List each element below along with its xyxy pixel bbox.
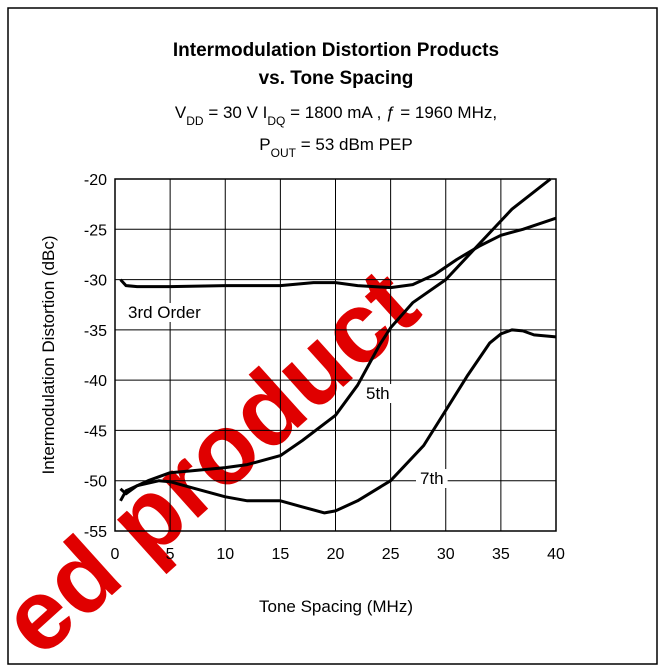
x-tick-label: 5 xyxy=(166,546,175,563)
chart-title: vs. Tone Spacing xyxy=(259,68,414,89)
page: ed product Intermodulation Distortion Pr… xyxy=(0,0,665,671)
x-tick-label: 40 xyxy=(547,546,565,563)
chart: ed product Intermodulation Distortion Pr… xyxy=(0,0,665,671)
series-label: 7th xyxy=(420,469,444,488)
y-tick-label: -35 xyxy=(84,323,107,340)
y-tick-label: -45 xyxy=(84,423,107,440)
x-tick-label: 15 xyxy=(271,546,289,563)
subtitle-text: V xyxy=(175,103,187,122)
series-label: 5th xyxy=(366,384,390,403)
x-tick-label: 0 xyxy=(111,546,120,563)
x-tick-label: 35 xyxy=(492,546,510,563)
y-tick-label: -55 xyxy=(84,524,107,541)
subscript: DD xyxy=(186,114,204,128)
x-tick-label: 30 xyxy=(437,546,455,563)
subtitle-text: P xyxy=(259,135,270,154)
subscript: DQ xyxy=(267,114,285,128)
subscript: OUT xyxy=(271,146,297,160)
subtitle-text: = 53 dBm PEP xyxy=(296,135,413,154)
x-tick-label: 20 xyxy=(327,546,345,563)
subtitle-text: = 30 V I xyxy=(204,103,268,122)
x-tick-label: 10 xyxy=(216,546,234,563)
y-tick-label: -30 xyxy=(84,273,107,290)
x-tick-label: 25 xyxy=(382,546,400,563)
series-label: 3rd Order xyxy=(128,303,201,322)
chart-title: Intermodulation Distortion Products xyxy=(173,40,499,61)
y-tick-label: -20 xyxy=(84,172,107,189)
y-tick-label: -25 xyxy=(84,222,107,239)
subtitle-text: = 1800 mA , ƒ = 1960 MHz, xyxy=(285,103,497,122)
y-axis-label: Intermodulation Distortion (dBc) xyxy=(39,235,58,474)
y-tick-label: -40 xyxy=(84,373,107,390)
y-tick-label: -50 xyxy=(84,474,107,491)
x-axis-label: Tone Spacing (MHz) xyxy=(259,597,413,616)
